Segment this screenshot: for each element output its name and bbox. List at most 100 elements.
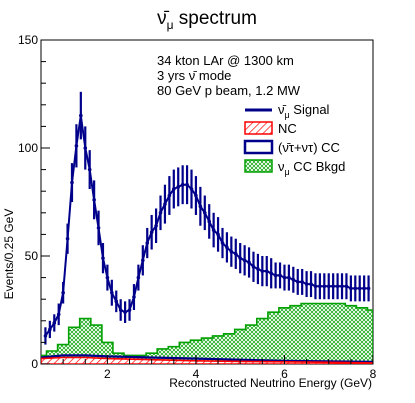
legend-signal-label: ν̄μ Signal [278,102,330,120]
x-axis-label: Reconstructed Neutrino Energy (GeV) [169,376,372,390]
signal-point [65,236,70,241]
legend-bkgd-label: νμ CC Bkgd [278,159,345,177]
signal-point [79,113,83,118]
signal-point [118,308,123,312]
signal-point [202,211,207,215]
signal-point [101,256,105,260]
signal-point [172,187,176,191]
signal-point [132,295,136,299]
signal-layer [43,91,371,345]
signal-point [251,265,256,269]
signal-point [322,284,327,289]
signal-point [70,180,74,185]
signal-point [158,211,163,215]
signal-point [220,241,225,245]
signal-point [114,299,119,304]
signal-point [145,241,150,245]
signal-point [362,286,366,291]
signal-point [326,284,331,289]
y-tick-label: 50 [25,249,39,263]
signal-point [269,271,273,276]
signal-point [229,249,234,254]
y-tick-label: 0 [31,357,38,371]
legend-tau-swatch [243,139,274,155]
signal-point [313,284,318,289]
signal-point [282,275,287,280]
y-axis-label: Events/0.25 GeV [2,209,16,300]
bkgd-area [41,302,373,364]
signal-point [105,275,110,280]
x-tick-label: 4 [193,367,200,381]
signal-point [335,284,340,289]
signal-point [56,312,61,317]
signal-point [83,146,88,150]
signal-point [225,245,229,250]
signal-point [256,267,260,271]
signal-point [357,286,362,291]
signal-point [96,226,101,230]
signal-point [242,258,247,263]
signal-point [176,185,181,189]
annotation-beam: 80 GeV p beam, 1.2 MW [157,83,301,98]
signal-point [180,182,185,187]
x-tick-label: 8 [370,367,377,381]
signal-point [295,280,300,284]
signal-point [366,286,371,291]
y-tick-label: 100 [18,141,38,155]
signal-point [123,310,127,314]
signal-point [92,198,96,202]
annotation-detector: 34 kton LAr @ 1300 km [157,53,294,68]
signal-point [74,144,79,148]
signal-point [291,277,296,282]
signal-point [154,223,158,228]
signal-point [273,273,278,278]
chart-title: ν̄μ spectrum [157,8,257,32]
legend-bkgd-swatch [244,159,273,173]
legend: ν̄μ Signal NC (ν̄τ+ντ) CC νμ CC Bkgd [243,102,345,177]
signal-point [136,275,141,280]
signal-point [185,182,189,187]
signal-point [353,286,358,291]
signal-point [278,273,282,278]
signal-point [194,193,198,198]
signal-point [300,280,304,284]
signal-point [48,327,52,332]
x-tick-label: 2 [104,367,111,381]
signal-point [149,230,154,235]
signal-point [52,321,57,325]
y-tick-label: 150 [18,33,38,47]
signal-point [260,269,265,273]
signal-point [264,269,269,273]
signal-point [198,204,203,209]
signal-point [167,193,172,198]
signal-point [309,282,313,286]
signal-point [233,252,238,256]
signal-point [287,275,291,280]
signal-point [189,187,194,191]
signal-point [43,334,48,338]
signal-point [211,228,216,232]
axis-layer: 0 50 100 150 2 4 6 8 [18,33,377,381]
signal-point [238,256,242,260]
signal-point [110,290,114,295]
signal-point [344,284,349,289]
signal-point [216,232,220,237]
signal-point [207,219,212,224]
signal-point [163,202,167,206]
signal-point [318,284,322,289]
signal-point [87,167,92,172]
signal-point [340,284,344,289]
signal-point [61,290,65,295]
legend-nc-swatch [244,121,273,135]
signal-point [304,282,309,286]
signal-point [247,260,251,265]
annotation-runtime: 3 yrs ν̄ mode [157,68,231,83]
signal-point [349,286,353,291]
signal-point [141,258,145,263]
signal-point [127,308,132,312]
legend-nc-label: NC [278,121,297,136]
legend-tau-label: (ν̄τ+ντ) CC [278,140,340,155]
x-tick-label: 6 [281,367,288,381]
signal-point [331,284,335,289]
